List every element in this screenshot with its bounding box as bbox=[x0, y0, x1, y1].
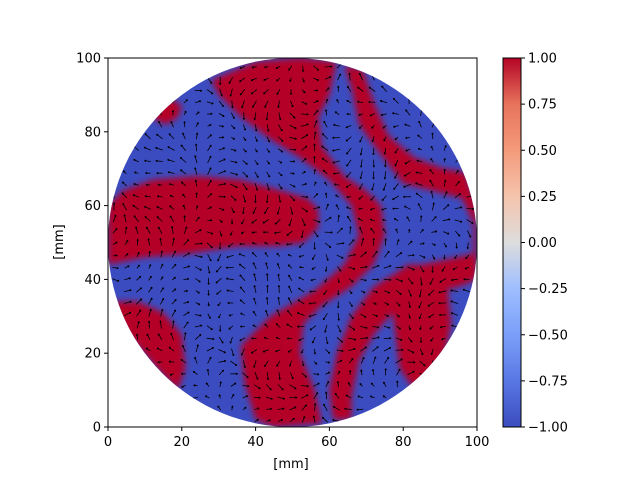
y-axis: 0 20 40 60 80 100 bbox=[76, 52, 108, 436]
colorbar-tick-label: 0.75 bbox=[528, 98, 557, 113]
x-tick-label: 0 bbox=[104, 435, 112, 450]
axes-frame bbox=[107, 57, 478, 428]
x-tick-label: 20 bbox=[174, 435, 191, 450]
x-tick-label: 100 bbox=[465, 435, 490, 450]
colorbar-tick-label: 0.00 bbox=[528, 236, 557, 251]
x-axis-label: [mm] bbox=[273, 457, 308, 472]
x-tick-label: 60 bbox=[321, 435, 338, 450]
colorbar-tick-label: −1.00 bbox=[528, 421, 568, 436]
y-tick-label: 80 bbox=[84, 125, 101, 140]
y-tick-label: 40 bbox=[84, 273, 101, 288]
x-tick-label: 40 bbox=[247, 435, 264, 450]
colorbar-tick-label: 0.50 bbox=[528, 144, 557, 159]
y-tick-label: 60 bbox=[84, 199, 101, 214]
y-tick-label: 0 bbox=[93, 421, 101, 436]
colorbar: 1.00 0.75 0.50 0.25 0.00 −0.25 −0.50 −0.75 −1.00 bbox=[502, 52, 568, 436]
colorbar-tick-label: −0.75 bbox=[528, 374, 568, 389]
x-tick-label: 80 bbox=[395, 435, 412, 450]
field-region-right-band bbox=[329, 65, 477, 420]
colorbar-tick-label: 1.00 bbox=[528, 52, 557, 67]
x-axis: 0 20 40 60 80 100 bbox=[104, 427, 490, 450]
colorbar-tick-label: 0.25 bbox=[528, 190, 557, 205]
y-axis-label: [mm] bbox=[52, 224, 67, 259]
y-tick-label: 20 bbox=[84, 347, 101, 362]
colorbar-tick-label: −0.25 bbox=[528, 282, 568, 297]
colorbar-tick-label: −0.50 bbox=[528, 328, 568, 343]
plot-area bbox=[107, 57, 478, 428]
field-region-top-center-band bbox=[211, 58, 385, 427]
colorbar-ticks: 1.00 0.75 0.50 0.25 0.00 −0.25 −0.50 −0.75 −1.00 bbox=[521, 52, 568, 436]
field-region-bottom-left-lobe bbox=[108, 301, 186, 391]
y-tick-label: 100 bbox=[76, 52, 101, 67]
colorbar-gradient bbox=[503, 58, 521, 427]
